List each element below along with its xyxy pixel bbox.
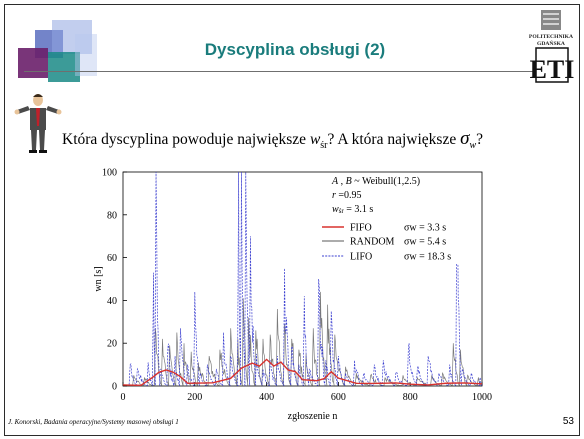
y-tick-label: 20 [107,339,117,350]
x-tick-label: 200 [187,392,202,403]
x-tick-label: 800 [403,392,418,403]
annotation-w-mean: wśr = 3.1 s [332,204,373,215]
legend-stat-fifo: σw = 3.3 s [404,223,446,234]
title-divider [24,71,548,72]
legend-label-lifo: LIFO [350,252,372,263]
x-tick-label: 600 [331,392,346,403]
question-text: Która dyscyplina powoduje największe wśr… [62,128,484,152]
crest-icon [541,10,561,30]
x-tick-label: 400 [259,392,274,403]
y-tick-label: 0 [112,382,117,393]
legend-label-fifo: FIFO [350,223,372,234]
decorative-square-purple [18,48,48,78]
annotation-distribution: A , B ~ Weibull(1,2.5) [331,176,420,187]
university-logo: POLITECHNIKA GDAŃSKA ETI [528,8,574,84]
y-axis-label: wn [s] [93,266,104,291]
series-lifo-line [123,171,483,387]
logo-text-1: POLITECHNIKA [529,34,573,40]
annotation-r: r =0.95 [332,190,362,201]
series-fifo-line [122,358,483,387]
page-number: 53 [562,416,574,427]
slide [4,4,580,436]
legend-background [318,218,480,264]
legend-stat-lifo: σw = 18.3 s [404,252,451,263]
logo-text-2: GDAŃSKA [537,39,565,47]
logo-text-3: ETI [530,55,574,84]
legend-label-random: RANDOM [350,237,395,248]
plot-frame [122,171,483,387]
series-random-line [123,291,483,387]
x-tick-label: 1000 [472,392,492,403]
decorative-square-pale [75,34,97,76]
x-tick-label: 0 [121,392,126,403]
slide-title: Dyscyplina obsługi (2) [204,40,386,59]
man-shrugging-icon [14,94,62,153]
decorative-square-light-blue [52,20,92,54]
footer-author: J. Konorski, Badania operacyjne/Systemy … [8,418,179,426]
y-tick-label: 40 [107,296,117,307]
x-axis-label: zgłoszenie n [288,411,338,422]
legend-stat-random: σw = 5.4 s [404,237,446,248]
annotation-background [318,174,480,218]
decorative-square-teal [48,52,80,82]
y-tick-label: 80 [107,210,117,221]
y-tick-label: 100 [102,168,117,179]
y-tick-label: 60 [107,253,117,264]
